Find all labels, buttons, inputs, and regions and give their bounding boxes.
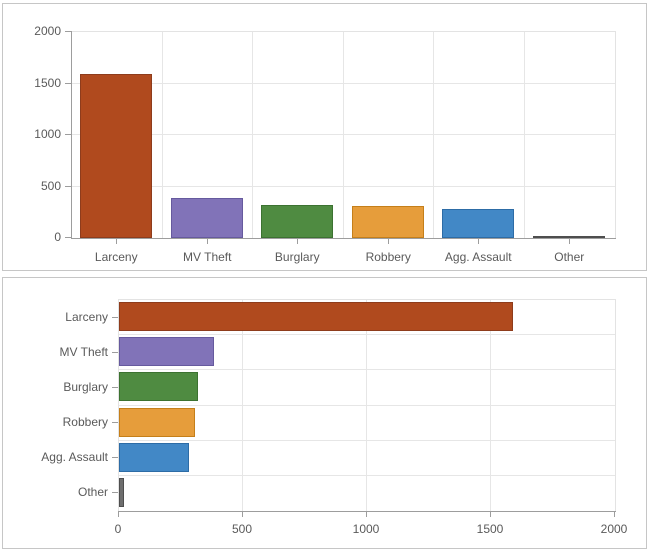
x-axis-tick-label: 500	[231, 522, 253, 536]
y-axis-line	[71, 31, 72, 239]
category-label: Agg. Assault	[444, 250, 512, 264]
y-axis-tick	[65, 31, 71, 32]
row-gridline	[119, 369, 615, 370]
bar-mv-theft	[119, 337, 214, 366]
y-axis-tick	[65, 134, 71, 135]
x-gridline	[524, 32, 525, 238]
horizontal-bar-chart-panel: 0 500 1000 1500 2000 Larceny MV Theft Burglary R…	[2, 277, 647, 549]
category-label: MV Theft	[183, 250, 232, 264]
category-label: Robbery	[62, 415, 108, 429]
bar-burglary	[261, 205, 333, 238]
row-gridline	[119, 440, 615, 441]
y-axis-tick-label: 2000	[34, 24, 61, 38]
category-tick	[112, 352, 118, 353]
x-axis-tick-label: 1000	[352, 522, 380, 536]
x-axis-tick-label: 0	[114, 522, 122, 536]
category-tick	[112, 317, 118, 318]
bar-robbery	[119, 408, 195, 437]
y-axis-tick-label: 500	[40, 179, 61, 193]
x-axis-line	[118, 511, 616, 512]
category-tick	[112, 422, 118, 423]
bar-agg-assault	[119, 443, 189, 472]
category-tick	[112, 457, 118, 458]
category-tick	[207, 239, 208, 244]
category-label: Burglary	[63, 380, 108, 394]
category-label: Other	[77, 485, 108, 499]
x-axis-tick	[118, 512, 119, 517]
x-axis-tick-label: 1500	[476, 522, 504, 536]
vertical-bar-chart-panel: 0 500 1000 1500 2000 Larceny MV Theft Burglary R…	[2, 3, 647, 271]
category-label: Larceny	[94, 250, 138, 264]
y-axis-tick	[65, 237, 71, 238]
x-gridline	[433, 32, 434, 238]
bar-larceny	[80, 74, 152, 238]
x-axis-tick	[614, 512, 615, 517]
category-label: Agg. Assault	[41, 450, 108, 464]
y-axis-tick-label: 1500	[34, 76, 61, 90]
row-gridline	[119, 475, 615, 476]
row-gridline	[119, 405, 615, 406]
category-tick	[569, 239, 570, 244]
category-tick	[388, 239, 389, 244]
category-tick	[112, 492, 118, 493]
y-axis-tick-label: 1000	[34, 127, 61, 141]
bar-other	[119, 478, 124, 507]
category-tick	[112, 387, 118, 388]
row-gridline	[119, 334, 615, 335]
category-label: MV Theft	[59, 345, 108, 359]
category-tick	[478, 239, 479, 244]
x-gridline	[252, 32, 253, 238]
category-label: Burglary	[274, 250, 320, 264]
y-axis-tick-label: 0	[54, 230, 61, 244]
bar-robbery	[352, 206, 424, 238]
category-tick	[116, 239, 117, 244]
bar-agg-assault	[442, 209, 514, 238]
bar-other	[533, 236, 605, 238]
category-tick	[297, 239, 298, 244]
x-axis-tick	[366, 512, 367, 517]
category-label: Robbery	[365, 250, 411, 264]
bar-mv-theft	[171, 198, 243, 238]
y-axis-tick	[65, 186, 71, 187]
x-axis-line	[71, 238, 616, 239]
x-axis-tick-label: 2000	[600, 522, 628, 536]
bar-larceny	[119, 302, 513, 331]
x-gridline	[343, 32, 344, 238]
category-label: Larceny	[65, 310, 108, 324]
y-axis-tick	[65, 83, 71, 84]
x-axis-tick	[490, 512, 491, 517]
bar-burglary	[119, 372, 198, 401]
x-axis-tick	[242, 512, 243, 517]
category-label: Other	[554, 250, 585, 264]
x-gridline	[162, 32, 163, 238]
